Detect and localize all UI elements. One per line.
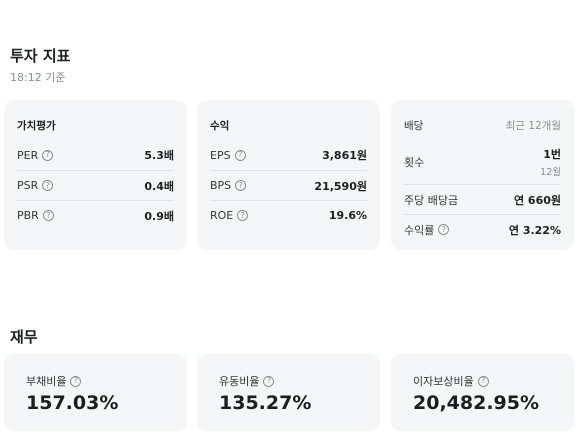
dividend-yield-label: 수익률 (404, 223, 435, 237)
pbr-row: PBR? 0.9배 (17, 200, 174, 230)
pbr-value: 0.9배 (144, 209, 174, 223)
help-circle-icon[interactable]: ? (42, 210, 54, 221)
interest-coverage-label: 이자보상비율 (413, 375, 474, 388)
current-ratio-card: 유동비율? 135.27% (197, 354, 380, 431)
current-ratio-value: 135.27% (219, 392, 312, 414)
dividend-count-value: 1번 (543, 148, 561, 161)
help-circle-icon[interactable]: ? (234, 149, 246, 161)
psr-row: PSR? 0.4배 (17, 170, 174, 200)
roe-row: ROE? 19.6% (210, 200, 367, 230)
valuation-card: 가치평가 PER? 5.3배 PSR? 0.4배 PBR? 0.9배 (4, 100, 187, 250)
eps-value: 3,861원 (322, 149, 367, 162)
profit-title: 수익 (210, 120, 230, 132)
dividend-per-share-row: 주당 배당금 연 660원 (404, 184, 561, 214)
per-row: PER? 5.3배 (17, 140, 174, 170)
current-ratio-label: 유동비율 (219, 375, 260, 388)
pbr-label: PBR (17, 209, 39, 222)
roe-label: ROE (210, 209, 234, 222)
help-circle-icon[interactable]: ? (70, 375, 82, 387)
dividend-month: 12월 (540, 167, 561, 178)
per-label: PER (17, 148, 39, 162)
help-circle-icon[interactable]: ? (42, 149, 54, 161)
debt-ratio-label: 부채비율 (26, 375, 67, 388)
eps-label: EPS (210, 148, 231, 162)
debt-ratio-card: 부채비율? 157.03% (4, 354, 187, 431)
dividend-count-row: 횟수 1번 12월 (404, 142, 561, 182)
dividend-count-label: 횟수 (404, 156, 425, 169)
help-circle-icon[interactable]: ? (237, 210, 249, 221)
dividend-yield-row: 수익률? 연 3.22% (404, 214, 561, 244)
help-circle-icon[interactable]: ? (263, 375, 275, 387)
dividend-yield-value: 연 3.22% (508, 223, 561, 237)
bps-label: BPS (210, 179, 232, 192)
psr-label: PSR (17, 179, 39, 192)
bps-row: BPS? 21,590원 (210, 170, 367, 200)
help-circle-icon[interactable]: ? (438, 224, 450, 235)
roe-value: 19.6% (328, 209, 367, 222)
section-title-investment: 투자 지표 (10, 47, 71, 65)
debt-ratio-value: 157.03% (26, 392, 119, 414)
per-value: 5.3배 (144, 149, 174, 162)
eps-row: EPS? 3,861원 (210, 140, 367, 170)
help-circle-icon[interactable]: ? (477, 375, 489, 387)
interest-coverage-value: 20,482.95% (413, 392, 540, 414)
bps-value: 21,590원 (314, 179, 367, 193)
dividend-per-share-label: 주당 배당금 (404, 193, 459, 207)
section-title-finance: 재무 (10, 328, 38, 346)
dividend-card: 배당 최근 12개월 횟수 1번 12월 주당 배당금 연 660원 수익률? … (391, 100, 574, 250)
valuation-title: 가치평가 (17, 120, 56, 132)
profit-card: 수익 EPS? 3,861원 BPS? 21,590원 ROE? 19.6% (197, 100, 380, 250)
dividend-period: 최근 12개월 (505, 120, 561, 132)
dividend-per-share-value: 연 660원 (513, 193, 561, 207)
help-circle-icon[interactable]: ? (42, 180, 54, 191)
dividend-title: 배당 (404, 120, 424, 132)
psr-value: 0.4배 (144, 179, 174, 193)
timestamp: 18:12 기준 (10, 71, 66, 84)
help-circle-icon[interactable]: ? (235, 180, 247, 191)
interest-coverage-card: 이자보상비율? 20,482.95% (391, 354, 574, 431)
